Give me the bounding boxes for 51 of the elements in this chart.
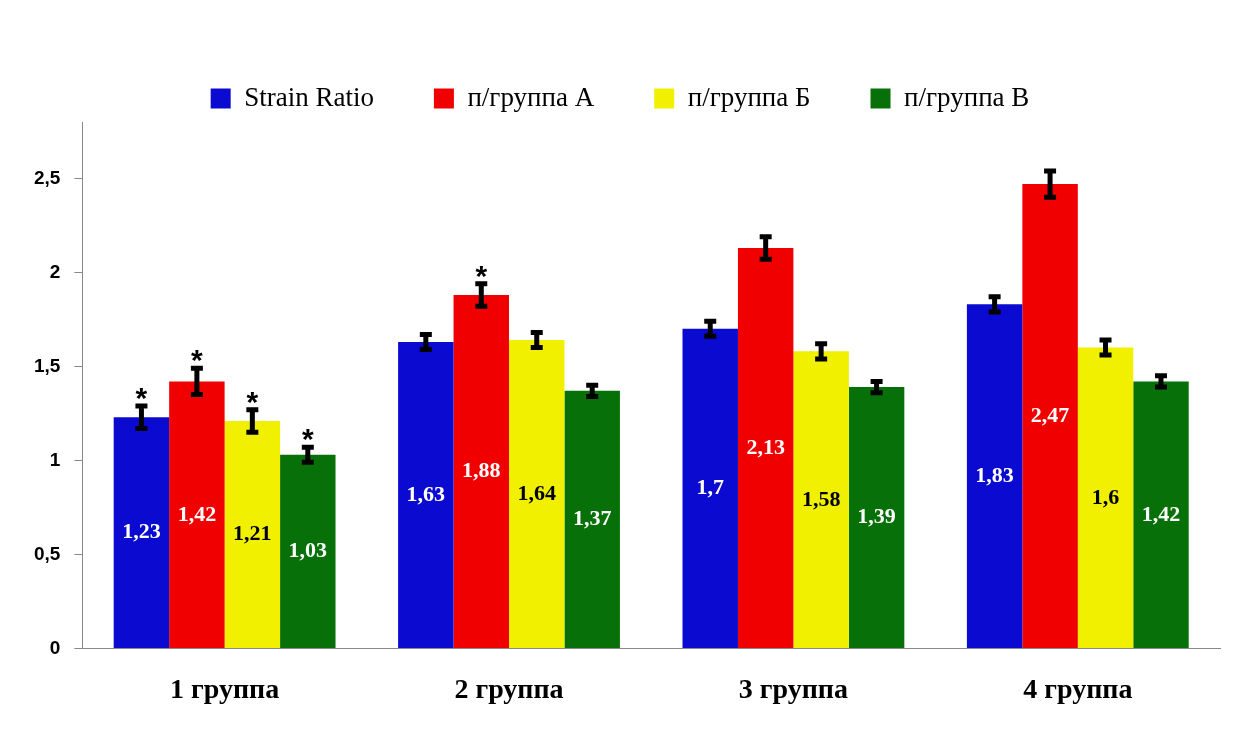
data-label: 1,58 [801, 485, 841, 511]
data-label: 1,7 [696, 474, 724, 500]
x-tick-label: 3 группа [738, 673, 848, 705]
bar [1022, 184, 1078, 648]
bar [1133, 381, 1189, 648]
y-tick-label: 2,5 [33, 166, 61, 188]
bar [398, 341, 454, 648]
bar [113, 417, 170, 648]
data-label: 1,42 [1141, 500, 1181, 526]
data-label: 1,88 [462, 457, 501, 483]
y-tick-label: 1 [49, 448, 61, 470]
annotation: * [301, 422, 314, 456]
bar [848, 387, 905, 648]
bar [793, 351, 849, 648]
annotation: * [135, 380, 148, 414]
annotation: * [246, 384, 259, 418]
legend-label: п/группа Б [687, 81, 811, 112]
annotation: * [475, 258, 488, 292]
x-tick-label: 2 группа [454, 673, 564, 705]
annotation: * [191, 343, 204, 377]
data-label: 1,83 [975, 462, 1014, 488]
data-label: 1,42 [177, 500, 217, 526]
bar [509, 340, 565, 648]
data-label: 2,13 [746, 433, 785, 459]
data-label: 1,03 [288, 537, 328, 563]
data-label: 2,47 [1030, 401, 1070, 427]
bar [169, 381, 225, 648]
x-tick-label: 1 группа [170, 673, 280, 705]
y-tick-label: 0,5 [33, 542, 61, 564]
bar [453, 294, 510, 648]
data-label: 1,39 [857, 503, 896, 529]
data-label: 1,63 [406, 480, 446, 506]
bar [1077, 347, 1134, 648]
data-label: 1,6 [1091, 483, 1120, 509]
y-tick-label: 2 [49, 260, 61, 282]
legend-label: Strain Ratio [244, 81, 374, 112]
x-tick-label: 4 группа [1023, 673, 1133, 705]
bar [966, 304, 1023, 648]
data-label: 1,23 [122, 518, 161, 544]
bar [224, 420, 281, 648]
legend-label: п/группа А [467, 81, 595, 112]
data-label: 1,37 [572, 505, 612, 531]
y-tick-label: 0 [49, 636, 61, 658]
data-label: 1,64 [517, 479, 556, 505]
legend-label: п/группа В [904, 81, 1030, 112]
bar [280, 454, 336, 648]
bar [682, 328, 738, 648]
y-tick-label: 1,5 [33, 354, 61, 376]
bar [564, 390, 620, 648]
data-label: 1,21 [233, 520, 272, 546]
bar [737, 247, 794, 648]
